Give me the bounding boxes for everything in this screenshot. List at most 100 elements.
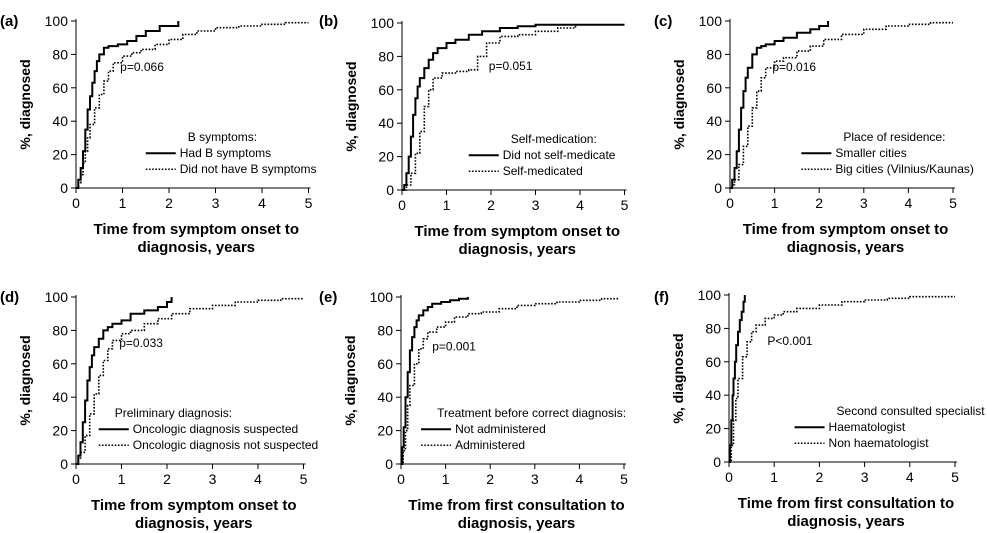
legend-item-label: Big cities (Vilnius/Kaunas) [835, 162, 974, 176]
y-tick-label: 100 [699, 13, 723, 29]
panel-label: (b) [319, 13, 338, 30]
y-tick-label: 40 [52, 113, 68, 129]
y-tick-label: 80 [705, 320, 721, 336]
km-curve-dotted [729, 295, 955, 463]
legend-item-label: Oncologic diagnosis not suspected [133, 438, 318, 452]
x-axis-label-line: Time from symptom onset to [93, 221, 299, 238]
p-value-annotation: p=0.001 [432, 339, 476, 353]
km-curve-solid [728, 295, 746, 463]
x-tick-label: 0 [397, 471, 405, 487]
chart-panel-2: (b) 0 20 40 60 80 100 0 1 2 3 4 5 %, diagnosed Time fr… [319, 13, 629, 258]
legend-title: Place of residence: [843, 130, 945, 144]
legend-title: Treatment before correct diagnosis: [437, 406, 626, 420]
y-tick-label: 100 [371, 15, 395, 31]
chart-panel-4: (d) 0 20 40 60 80 100 0 1 2 3 4 5 %, diagnosed Time fr… [0, 289, 318, 532]
x-tick-label: 5 [951, 469, 959, 485]
y-tick-label: 60 [52, 356, 68, 372]
y-tick-label: 100 [698, 287, 722, 303]
x-tick-label: 5 [305, 195, 313, 211]
x-axis-label-line: diagnosis, years [787, 513, 905, 530]
p-value-annotation: p=0.066 [120, 60, 164, 74]
y-tick-label: 100 [45, 13, 69, 29]
y-tick-label: 80 [378, 48, 394, 64]
legend-item-label: Had B symptoms [180, 146, 271, 160]
y-axis-label: %, diagnosed [342, 335, 358, 425]
km-curve-solid [76, 21, 180, 189]
y-axis-label: %, diagnosed [671, 59, 687, 149]
km-curve-solid [402, 23, 625, 191]
x-tick-label: 4 [258, 195, 266, 211]
y-tick-label: 20 [705, 421, 721, 437]
y-tick-label: 100 [45, 289, 69, 305]
y-tick-label: 80 [52, 322, 68, 338]
x-tick-label: 0 [725, 469, 733, 485]
p-value-annotation: p=0.051 [489, 59, 533, 73]
km-curve-dotted [76, 297, 304, 465]
y-tick-label: 20 [52, 423, 68, 439]
x-tick-label: 4 [576, 471, 584, 487]
legend-title: Self-medication: [511, 132, 597, 146]
y-tick-label: 40 [377, 389, 393, 405]
x-tick-label: 0 [72, 195, 80, 211]
y-tick-label: 0 [713, 454, 721, 470]
x-tick-label: 4 [576, 197, 584, 213]
y-tick-label: 60 [377, 356, 393, 372]
legend-item-label: Did not have B symptoms [180, 162, 317, 176]
y-tick-label: 20 [52, 147, 68, 163]
y-tick-label: 0 [60, 456, 68, 472]
x-tick-label: 1 [770, 469, 778, 485]
x-axis-label-line: diagnosis, years [787, 239, 905, 256]
x-tick-label: 5 [620, 471, 628, 487]
x-tick-label: 2 [487, 197, 495, 213]
x-axis-label-line: diagnosis, years [458, 515, 576, 532]
y-axis-label: %, diagnosed [343, 61, 359, 151]
legend-title: Preliminary diagnosis: [115, 406, 232, 420]
y-axis-label: %, diagnosed [17, 335, 33, 425]
x-tick-label: 1 [119, 195, 127, 211]
p-value-annotation: p=0.016 [772, 60, 816, 74]
x-tick-label: 1 [443, 197, 451, 213]
x-tick-label: 5 [300, 471, 308, 487]
x-tick-label: 3 [860, 195, 868, 211]
x-tick-label: 3 [532, 197, 540, 213]
x-axis-label-line: Time from first consultation to [738, 495, 954, 512]
x-axis-label-line: Time from first consultation to [408, 497, 624, 514]
legend-item-label: Non haematologist [829, 436, 930, 450]
x-tick-label: 3 [212, 195, 220, 211]
x-axis-label-line: diagnosis, years [137, 239, 255, 256]
x-tick-label: 3 [861, 469, 869, 485]
x-tick-label: 4 [254, 471, 262, 487]
legend-item-label: Oncologic diagnosis suspected [133, 422, 298, 436]
y-tick-label: 60 [52, 80, 68, 96]
x-tick-label: 4 [905, 195, 913, 211]
x-axis-label-line: Time from symptom onset to [743, 221, 949, 238]
y-tick-label: 20 [378, 149, 394, 165]
x-tick-label: 1 [442, 471, 450, 487]
x-tick-label: 4 [906, 469, 914, 485]
y-axis-label: %, diagnosed [17, 59, 33, 149]
x-tick-label: 2 [163, 471, 171, 487]
chart-panel-1: (a) 0 20 40 60 80 100 0 1 2 3 4 5 %, diagnosed Time fr… [0, 13, 316, 256]
y-tick-label: 40 [706, 113, 722, 129]
y-tick-label: 60 [705, 354, 721, 370]
x-tick-label: 1 [118, 471, 126, 487]
y-tick-label: 60 [706, 80, 722, 96]
km-curve-dotted [402, 24, 577, 191]
y-tick-label: 20 [706, 147, 722, 163]
panel-label: (e) [319, 289, 337, 306]
km-curve-solid [76, 297, 173, 465]
y-tick-label: 60 [378, 82, 394, 98]
y-tick-label: 40 [378, 115, 394, 131]
legend-item-label: Did not self-medicate [503, 148, 616, 162]
y-tick-label: 0 [385, 456, 393, 472]
km-curve-dotted [76, 21, 309, 189]
y-tick-label: 40 [52, 389, 68, 405]
legend-title: B symptoms: [188, 130, 257, 144]
y-tick-label: 0 [386, 182, 394, 198]
x-tick-label: 2 [815, 195, 823, 211]
legend-item-label: Smaller cities [835, 146, 906, 160]
x-tick-label: 5 [621, 197, 629, 213]
x-tick-label: 2 [486, 471, 494, 487]
x-axis-label-line: diagnosis, years [135, 515, 253, 532]
